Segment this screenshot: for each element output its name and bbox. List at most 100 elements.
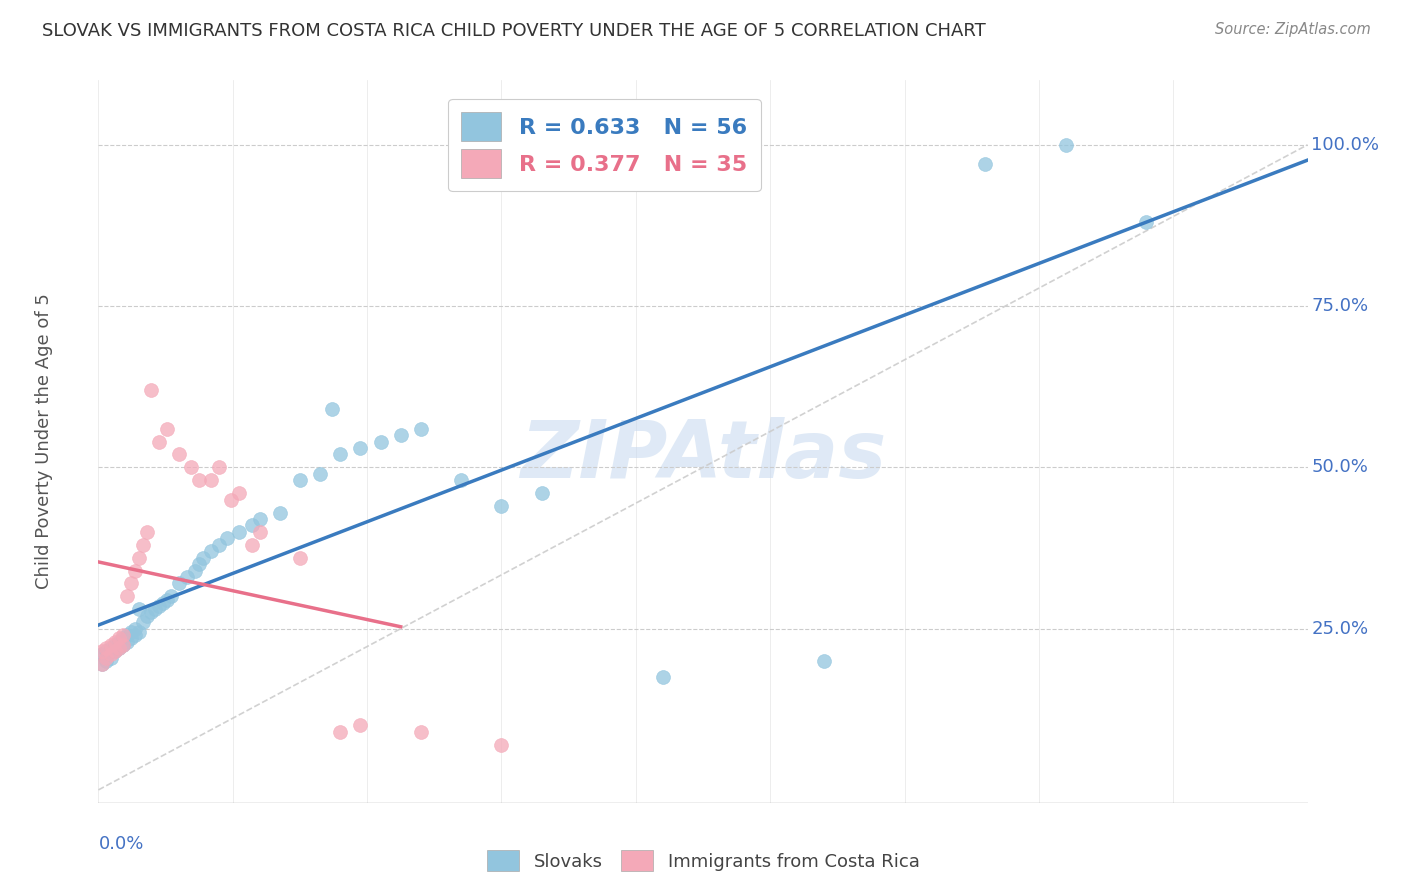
Point [249, 512, 271, 526]
Point [156, 592, 179, 607]
Point [221, 492, 243, 507]
Point [530, 486, 553, 500]
Text: ZIPAtlas: ZIPAtlas [520, 417, 886, 495]
Text: 0.0%: 0.0% [98, 835, 143, 854]
Point [91, 648, 114, 662]
Point [143, 602, 166, 616]
Point [188, 557, 211, 571]
Point [370, 434, 392, 449]
Point [100, 640, 122, 655]
Text: Source: ZipAtlas.com: Source: ZipAtlas.com [1215, 22, 1371, 37]
Point [349, 441, 371, 455]
Point [1054, 137, 1077, 152]
Point [409, 724, 432, 739]
Point [132, 538, 155, 552]
Point [120, 632, 142, 646]
Point [349, 718, 371, 732]
Legend: R = 0.633   N = 56, R = 0.377   N = 35: R = 0.633 N = 56, R = 0.377 N = 35 [449, 99, 761, 191]
Point [103, 644, 125, 658]
Point [309, 467, 332, 481]
Point [167, 447, 190, 461]
Point [329, 724, 352, 739]
Point [200, 473, 222, 487]
Point [135, 524, 157, 539]
Point [111, 638, 134, 652]
Point [135, 608, 157, 623]
Point [124, 622, 146, 636]
Point [217, 531, 239, 545]
Point [156, 422, 179, 436]
Point [208, 538, 231, 552]
Text: SLOVAK VS IMMIGRANTS FROM COSTA RICA CHILD POVERTY UNDER THE AGE OF 5 CORRELATIO: SLOVAK VS IMMIGRANTS FROM COSTA RICA CHI… [42, 22, 986, 40]
Point [450, 473, 472, 487]
Point [107, 634, 129, 648]
Point [111, 632, 134, 646]
Text: Child Poverty Under the Age of 5: Child Poverty Under the Age of 5 [35, 293, 53, 590]
Point [91, 644, 114, 658]
Point [139, 606, 162, 620]
Point [96, 650, 118, 665]
Point [148, 434, 170, 449]
Point [651, 670, 673, 684]
Point [103, 638, 125, 652]
Point [100, 638, 122, 652]
Point [180, 460, 202, 475]
Point [491, 499, 513, 513]
Point [91, 657, 114, 672]
Point [813, 654, 835, 668]
Point [107, 640, 129, 655]
Point [491, 738, 513, 752]
Point [132, 615, 155, 630]
Point [148, 599, 170, 613]
Point [240, 538, 263, 552]
Point [120, 576, 142, 591]
Point [100, 650, 122, 665]
Point [249, 524, 271, 539]
Point [124, 628, 146, 642]
Point [124, 564, 146, 578]
Point [111, 638, 134, 652]
Point [176, 570, 198, 584]
Point [184, 564, 207, 578]
Point [389, 428, 412, 442]
Point [228, 524, 250, 539]
Point [107, 640, 129, 655]
Point [409, 422, 432, 436]
Point [240, 518, 263, 533]
Point [321, 402, 343, 417]
Point [96, 654, 118, 668]
Point [974, 157, 997, 171]
Point [115, 590, 138, 604]
Point [96, 644, 118, 658]
Point [107, 632, 129, 646]
Text: 100.0%: 100.0% [1312, 136, 1379, 153]
Point [115, 628, 138, 642]
Text: 75.0%: 75.0% [1312, 297, 1368, 315]
Point [128, 550, 150, 565]
Point [128, 602, 150, 616]
Point [120, 624, 142, 639]
Point [208, 460, 231, 475]
Point [269, 506, 291, 520]
Point [228, 486, 250, 500]
Point [200, 544, 222, 558]
Point [288, 550, 311, 565]
Point [160, 590, 183, 604]
Point [96, 640, 118, 655]
Text: 50.0%: 50.0% [1312, 458, 1368, 476]
Point [193, 550, 215, 565]
Point [91, 657, 114, 672]
Point [139, 383, 162, 397]
Legend: Slovaks, Immigrants from Costa Rica: Slovaks, Immigrants from Costa Rica [479, 843, 927, 879]
Text: 25.0%: 25.0% [1312, 620, 1368, 638]
Point [128, 624, 150, 639]
Point [188, 473, 211, 487]
Point [111, 628, 134, 642]
Point [103, 644, 125, 658]
Point [103, 634, 125, 648]
Point [100, 648, 122, 662]
Point [115, 634, 138, 648]
Point [288, 473, 311, 487]
Point [1135, 215, 1157, 229]
Point [329, 447, 352, 461]
